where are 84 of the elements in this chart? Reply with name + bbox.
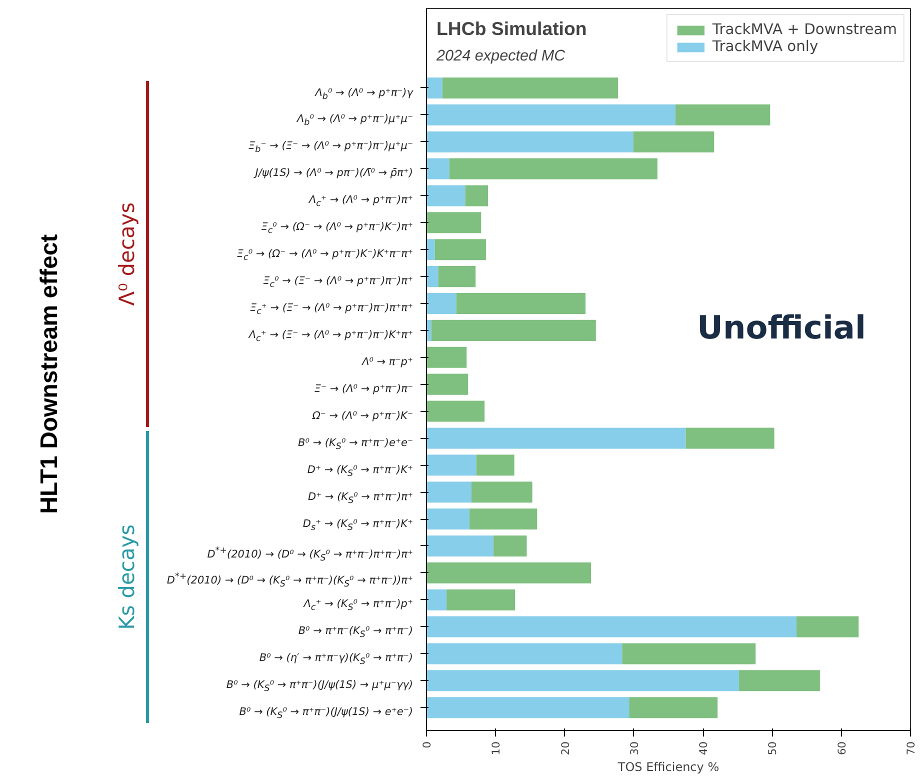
bar [426,508,470,530]
bar [438,266,476,288]
bar [471,482,532,503]
x-tick-label: 30 [628,741,641,756]
y-tick-label: Ξ$_{c}$⁺ → (Ξ⁻ → (Λ⁰ → p⁺π⁻)π⁻)π⁺π⁺ [250,301,413,318]
x-tick-label: 10 [490,741,503,756]
legend-label: TrackMVA only [712,38,818,55]
bar [426,185,466,206]
bar [796,616,859,638]
chart-title: LHCb Simulation [436,18,587,39]
x-tick-label: 40 [697,741,710,756]
bar [426,562,592,584]
bar [465,185,488,206]
y-tick-label: Ξ$_{c}$⁰ → (Ω⁻ → (Λ⁰ → p⁺π⁻)K⁻)π⁺ [261,220,413,236]
y-tick-label: B⁰ → (K$_{S}$⁰ → π⁺π⁻)(J/ψ(1S) → e⁺e⁻) [239,705,413,722]
bar [476,454,514,476]
x-tick-label: 0 [420,741,434,748]
annotation: Unofficial [697,308,866,347]
bar [633,131,714,152]
bar [431,320,596,341]
bar [675,104,770,126]
bar [426,374,468,395]
y-tick-label: B⁰ → (K$_{S}$⁰ → π⁺π⁻)e⁺e⁻ [298,436,413,452]
bar [426,482,472,503]
bar [426,428,686,449]
y-tick-label: Λ$_{c}$⁺ → (Λ⁰ → p⁺π⁻)π⁺ [308,193,413,210]
bar [686,428,774,449]
y-tick-label: D$^{*+}$(2010) → (D⁰ → (K$_{S}$⁰ → π⁺π⁻)(K$_{S}$⁰ → π⁺π⁻))π⁺ [166,571,413,590]
bar [426,320,432,341]
bar [426,131,634,152]
bar [426,670,740,692]
y-tick-label: B⁰ → π⁺π⁻(K$_{S}$⁰ → π⁺π⁻) [298,624,413,640]
x-tick-label: 50 [766,741,780,756]
bar [426,589,447,610]
y-tick-label: Λ$_{c}$⁺ → (Ξ⁻ → (Λ⁰ → p⁺π⁻)π⁻)K⁺π⁺ [248,328,413,344]
text: Ks decays [114,524,140,632]
bar [426,643,622,664]
bar [426,266,438,288]
y-tick-label: Λ$_{b}$⁰ → (Λ⁰ → p⁺π⁻)μ⁺μ⁻ [296,112,413,128]
bar [426,158,450,180]
x-tick-label: 20 [558,741,572,756]
bar [426,104,676,126]
y-tick-label: D⁺ → (K$_{S}$⁰ → π⁺π⁻)K⁺ [307,462,413,479]
y-tick-label: Λ$_{c}$⁺ → (K$_{S}$⁰ → π⁺π⁻)p⁺ [304,597,413,614]
bar [426,454,476,476]
chart-subtitle: 2024 expected MC [436,48,566,65]
y-tick-label: Λ⁰ → π⁻p⁺ [362,354,413,370]
bar [622,643,756,664]
y-tick-label: Ξ$_{b}$⁻ → (Ξ⁻ → (Λ⁰ → p⁺π⁻)π⁻)μ⁺μ⁻ [248,139,413,156]
bar [426,400,485,422]
bar [426,239,435,260]
bar [434,239,486,260]
bar [739,670,820,692]
y-tick-label: D⁺ → (K$_{S}$⁰ → π⁺π⁻)π⁺ [308,490,413,506]
y-axis-title: HLT1 Downstream effect [35,233,64,516]
y-tick-label: Ω⁻ → (Λ⁰ → p⁺π⁻)K⁻ [312,408,413,424]
bar [446,589,516,610]
y-tick-label: D$_{s}$⁺ → (K$_{S}$⁰ → π⁺π⁻)K⁺ [302,516,413,533]
bar [426,77,442,98]
bar [494,535,527,556]
y-tick-label: Ξ$_{c}$⁰ → (Ω⁻ → (Λ⁰ → p⁺π⁻)K⁻)K⁺π⁻π⁺ [236,247,413,264]
y-tick-label: Ξ⁻ → (Λ⁰ → p⁺π⁻)π⁻ [314,382,413,397]
y-tick-label: Ξ$_{c}$⁰ → (Ξ⁻ → (Λ⁰ → p⁺π⁻)π⁻)π⁺ [263,274,413,290]
bar [426,346,467,368]
bar [442,77,618,98]
y-tick-label: B⁰ → (η′ → π⁺π⁻γ)(K$_{S}$⁰ → π⁺π⁻) [259,651,413,668]
legend-label: TrackMVA + Downstream [712,21,897,38]
y-tick-label: D$^{*+}$(2010) → (D⁰ → (K$_{S}$⁰ → π⁺π⁻)π⁺π⁻)π⁺ [207,544,413,564]
x-tick-label: 60 [835,741,848,756]
y-tick-label: B⁰ → (K$_{S}$⁰ → π⁺π⁻)(J/ψ(1S) → μ⁺μ⁻γγ) [226,678,413,694]
bar [426,212,482,234]
bar [426,616,796,638]
bar [426,292,456,314]
bar [426,697,630,718]
x-axis-title: TOS Efficiency % [616,760,720,774]
y-tick-label: Λ$_{b}$⁰ → (Λ⁰ → p⁺π⁻)γ [315,86,413,102]
bar [449,158,658,180]
bar [469,508,538,530]
y-tick-label: J/ψ(1S) → (Λ⁰ → pπ⁻)(Λ̄⁰ → p̄π⁺) [255,166,413,182]
bar [629,697,718,718]
bar [456,292,586,314]
x-tick-label: 70 [904,741,918,756]
text: Λ⁰ decays [114,201,140,308]
bar [426,535,494,556]
